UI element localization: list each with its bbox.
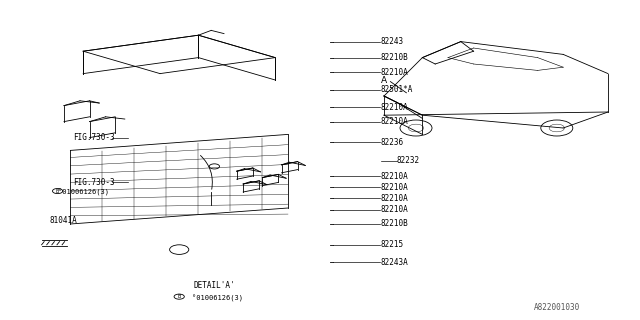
Text: 82210B: 82210B <box>381 220 408 228</box>
Text: 82210B: 82210B <box>381 53 408 62</box>
Text: 82210A: 82210A <box>381 183 408 192</box>
Text: A: A <box>381 76 387 84</box>
Text: 82215: 82215 <box>381 240 404 249</box>
Text: 82236: 82236 <box>381 138 404 147</box>
Text: DETAIL'A': DETAIL'A' <box>193 281 236 290</box>
Text: °01006126(3): °01006126(3) <box>192 295 243 302</box>
Text: 82210A: 82210A <box>381 68 408 76</box>
Text: 82501*A: 82501*A <box>381 85 413 94</box>
Text: FIG.730-3: FIG.730-3 <box>74 133 115 142</box>
Text: 82243: 82243 <box>381 37 404 46</box>
Text: 82210A: 82210A <box>381 172 408 180</box>
Text: 82243A: 82243A <box>381 258 408 267</box>
Text: 82210A: 82210A <box>381 103 408 112</box>
Text: 82210A: 82210A <box>381 117 408 126</box>
Text: FIG.730-3: FIG.730-3 <box>74 178 115 187</box>
Text: A822001030: A822001030 <box>534 303 580 312</box>
Text: B: B <box>177 294 181 299</box>
Text: 82210A: 82210A <box>381 194 408 203</box>
Text: 82210A: 82210A <box>381 205 408 214</box>
Text: 82232: 82232 <box>397 156 420 164</box>
Text: °01006126(3): °01006126(3) <box>58 188 109 196</box>
Text: B: B <box>56 188 60 194</box>
Text: 81041A: 81041A <box>50 216 77 225</box>
